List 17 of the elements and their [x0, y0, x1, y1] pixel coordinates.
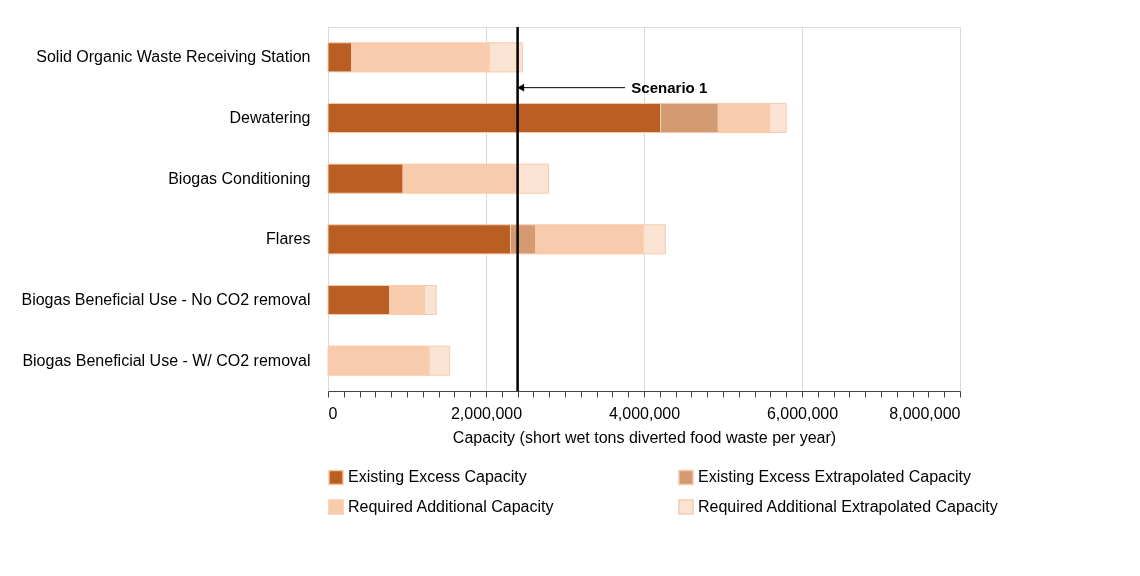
x-tick-label: 0 [328, 404, 338, 422]
legend-label: Existing Excess Extrapolated Capacity [698, 468, 972, 486]
x-tick-label: 2,000,000 [450, 404, 523, 422]
x-tick-label: 8,000,000 [889, 404, 961, 422]
x-tick-label: 4,000,000 [608, 404, 681, 422]
x-axis-title: Capacity (short wet tons diverted food waste per year) [452, 428, 837, 446]
y-tick-label: Biogas Beneficial Use - No CO2 removal [21, 291, 311, 308]
y-tick-label: Biogas Conditioning [168, 169, 311, 187]
y-tick-label: Flares [266, 230, 311, 248]
y-tick-label: Solid Organic Waste Receiving Station [36, 48, 311, 66]
y-tick-label: Biogas Beneficial Use - W/ CO2 removal [22, 351, 311, 369]
legend-label: Required Additional Extrapolated Capacity [698, 498, 998, 515]
legend-label: Existing Excess Capacity [348, 468, 527, 486]
y-tick-label: Dewatering [229, 109, 311, 126]
ref-line-label: Scenario 1 [631, 78, 708, 96]
x-tick-label: 6,000,000 [766, 404, 839, 422]
legend-label: Required Additional Capacity [348, 498, 554, 515]
